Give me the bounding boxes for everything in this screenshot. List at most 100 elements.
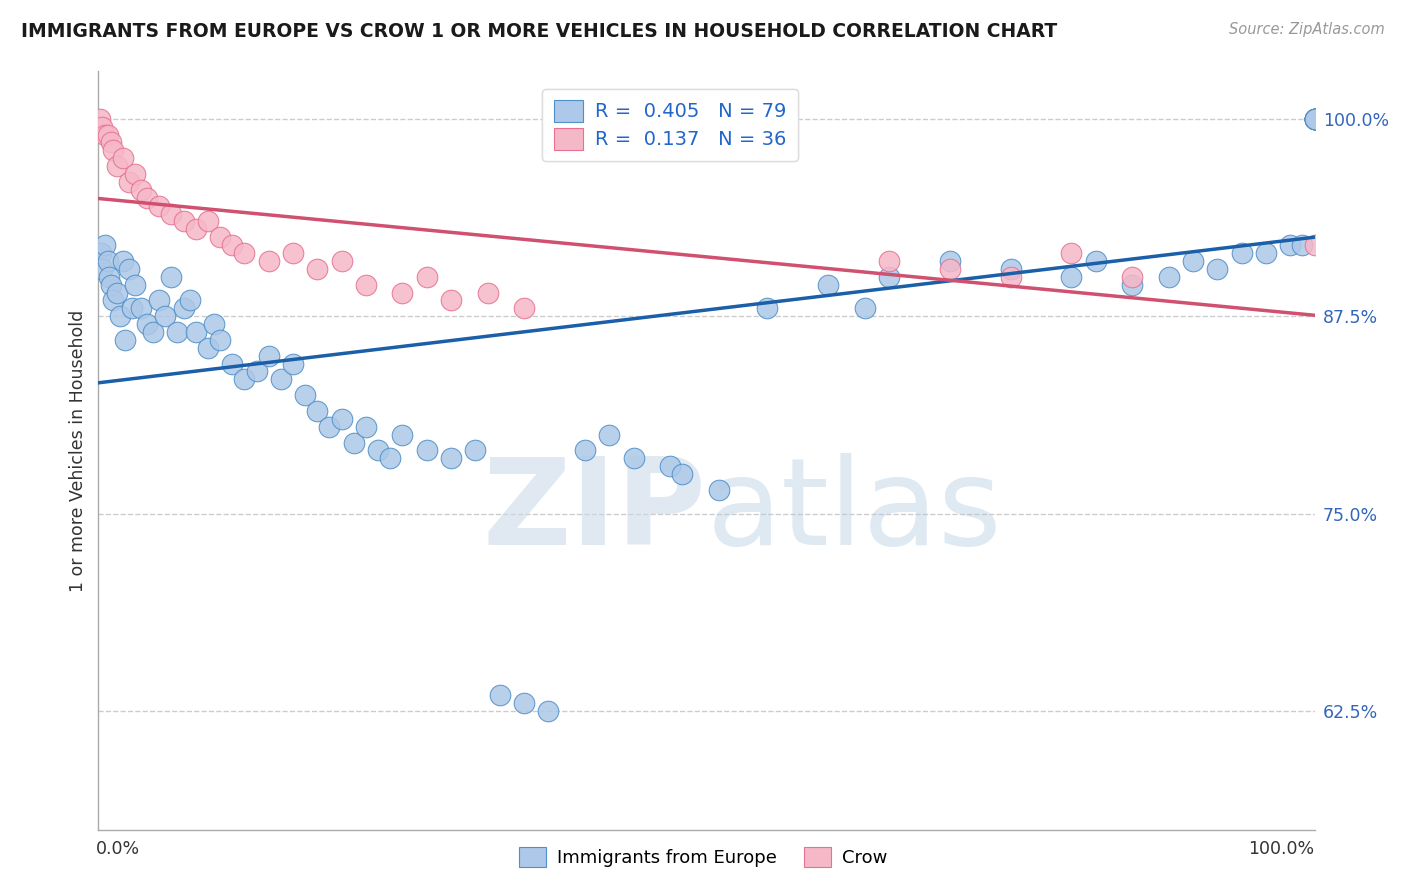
Point [118, 261, 141, 276]
Point [173, 301, 195, 316]
Point [101, 144, 124, 158]
Point [197, 214, 219, 228]
Point [197, 341, 219, 355]
Point [1303, 112, 1326, 126]
Point [330, 412, 353, 426]
Point [367, 443, 389, 458]
Point [160, 269, 183, 284]
Point [343, 435, 366, 450]
Point [391, 285, 413, 300]
Point [89, 112, 111, 126]
Point [623, 451, 645, 466]
Point [513, 696, 536, 710]
Point [307, 404, 329, 418]
Legend: R =  0.405   N = 79, R =  0.137   N = 36: R = 0.405 N = 79, R = 0.137 N = 36 [543, 88, 797, 161]
Point [221, 357, 243, 371]
Point [257, 349, 280, 363]
Point [294, 388, 316, 402]
Text: ZIP: ZIP [482, 452, 707, 570]
Point [184, 325, 207, 339]
Point [142, 325, 165, 339]
Point [817, 277, 839, 292]
Point [707, 483, 730, 497]
Point [105, 159, 128, 173]
Point [1303, 112, 1326, 126]
Point [93, 128, 115, 142]
Point [1060, 269, 1083, 284]
Point [129, 301, 152, 316]
Point [853, 301, 876, 316]
Point [598, 427, 620, 442]
Point [110, 309, 132, 323]
Point [513, 301, 536, 316]
Point [1121, 277, 1143, 292]
Point [574, 443, 596, 458]
Point [354, 419, 377, 434]
Point [1230, 246, 1253, 260]
Text: atlas: atlas [707, 452, 1002, 570]
Point [1303, 112, 1326, 126]
Point [129, 183, 152, 197]
Point [155, 309, 177, 323]
Y-axis label: 1 or more Vehicles in Household: 1 or more Vehicles in Household [69, 310, 87, 591]
Point [464, 443, 486, 458]
Point [318, 419, 340, 434]
Point [416, 443, 439, 458]
Point [1303, 112, 1326, 126]
Point [1303, 238, 1326, 252]
Point [671, 467, 693, 482]
Point [184, 222, 207, 236]
Point [1060, 246, 1083, 260]
Point [939, 261, 962, 276]
Point [1206, 261, 1229, 276]
Point [756, 301, 779, 316]
Point [537, 704, 560, 718]
Point [1000, 269, 1022, 284]
Point [1303, 112, 1326, 126]
Point [1303, 112, 1326, 126]
Point [1303, 112, 1326, 126]
Point [118, 175, 141, 189]
Point [202, 317, 225, 331]
Point [221, 238, 243, 252]
Point [91, 261, 114, 276]
Point [1000, 261, 1022, 276]
Point [488, 688, 510, 702]
Legend: Immigrants from Europe, Crow: Immigrants from Europe, Crow [512, 839, 894, 874]
Point [281, 246, 304, 260]
Point [877, 254, 900, 268]
Point [114, 333, 136, 347]
Text: Source: ZipAtlas.com: Source: ZipAtlas.com [1229, 22, 1385, 37]
Point [105, 285, 128, 300]
Point [90, 246, 112, 260]
Point [233, 246, 256, 260]
Point [100, 277, 122, 292]
Point [391, 427, 413, 442]
Point [1121, 269, 1143, 284]
Point [209, 333, 232, 347]
Point [416, 269, 439, 284]
Point [93, 238, 115, 252]
Point [124, 277, 146, 292]
Point [307, 261, 329, 276]
Point [281, 357, 304, 371]
Point [1303, 112, 1326, 126]
Point [101, 293, 124, 308]
Point [209, 230, 232, 244]
Point [233, 372, 256, 386]
Point [100, 136, 122, 150]
Point [440, 451, 463, 466]
Point [121, 301, 143, 316]
Point [91, 120, 114, 134]
Point [440, 293, 463, 308]
Point [1291, 238, 1313, 252]
Point [124, 167, 146, 181]
Point [877, 269, 900, 284]
Point [659, 459, 682, 474]
Point [98, 269, 121, 284]
Point [354, 277, 377, 292]
Point [257, 254, 280, 268]
Text: 0.0%: 0.0% [96, 840, 139, 858]
Point [1254, 246, 1277, 260]
Point [160, 206, 183, 220]
